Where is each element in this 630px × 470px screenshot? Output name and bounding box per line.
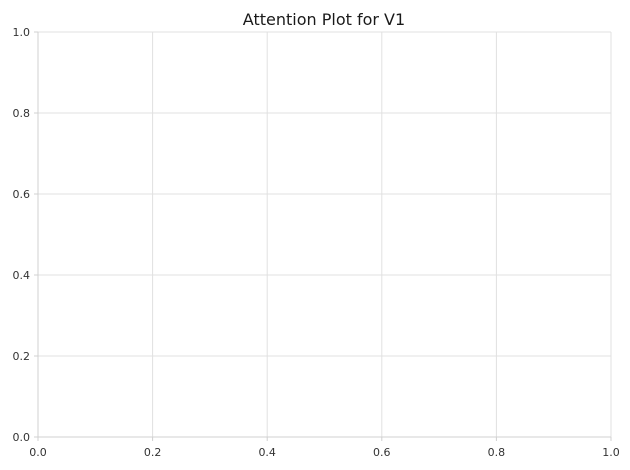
- y-tick-label: 0.6: [13, 188, 31, 201]
- grid-lines: [37, 31, 612, 438]
- chart-title: Attention Plot for V1: [243, 10, 405, 29]
- x-tick-label: 0.6: [373, 446, 391, 459]
- x-tick-label: 1.0: [602, 446, 620, 459]
- x-tick-label: 0.8: [488, 446, 506, 459]
- x-tick-labels: 0.0 0.2 0.4 0.6 0.8 1.0: [29, 446, 620, 459]
- y-tick-label: 1.0: [13, 26, 31, 39]
- y-tick-labels: 0.0 0.2 0.4 0.6 0.8 1.0: [13, 26, 31, 444]
- x-tick-label: 0.4: [258, 446, 276, 459]
- x-tick-label: 0.2: [144, 446, 162, 459]
- x-tick-label: 0.0: [29, 446, 47, 459]
- y-tick-label: 0.8: [13, 107, 31, 120]
- axes: [34, 31, 612, 441]
- y-tick-label: 0.0: [13, 431, 31, 444]
- y-tick-label: 0.4: [13, 269, 31, 282]
- y-tick-label: 0.2: [13, 350, 31, 363]
